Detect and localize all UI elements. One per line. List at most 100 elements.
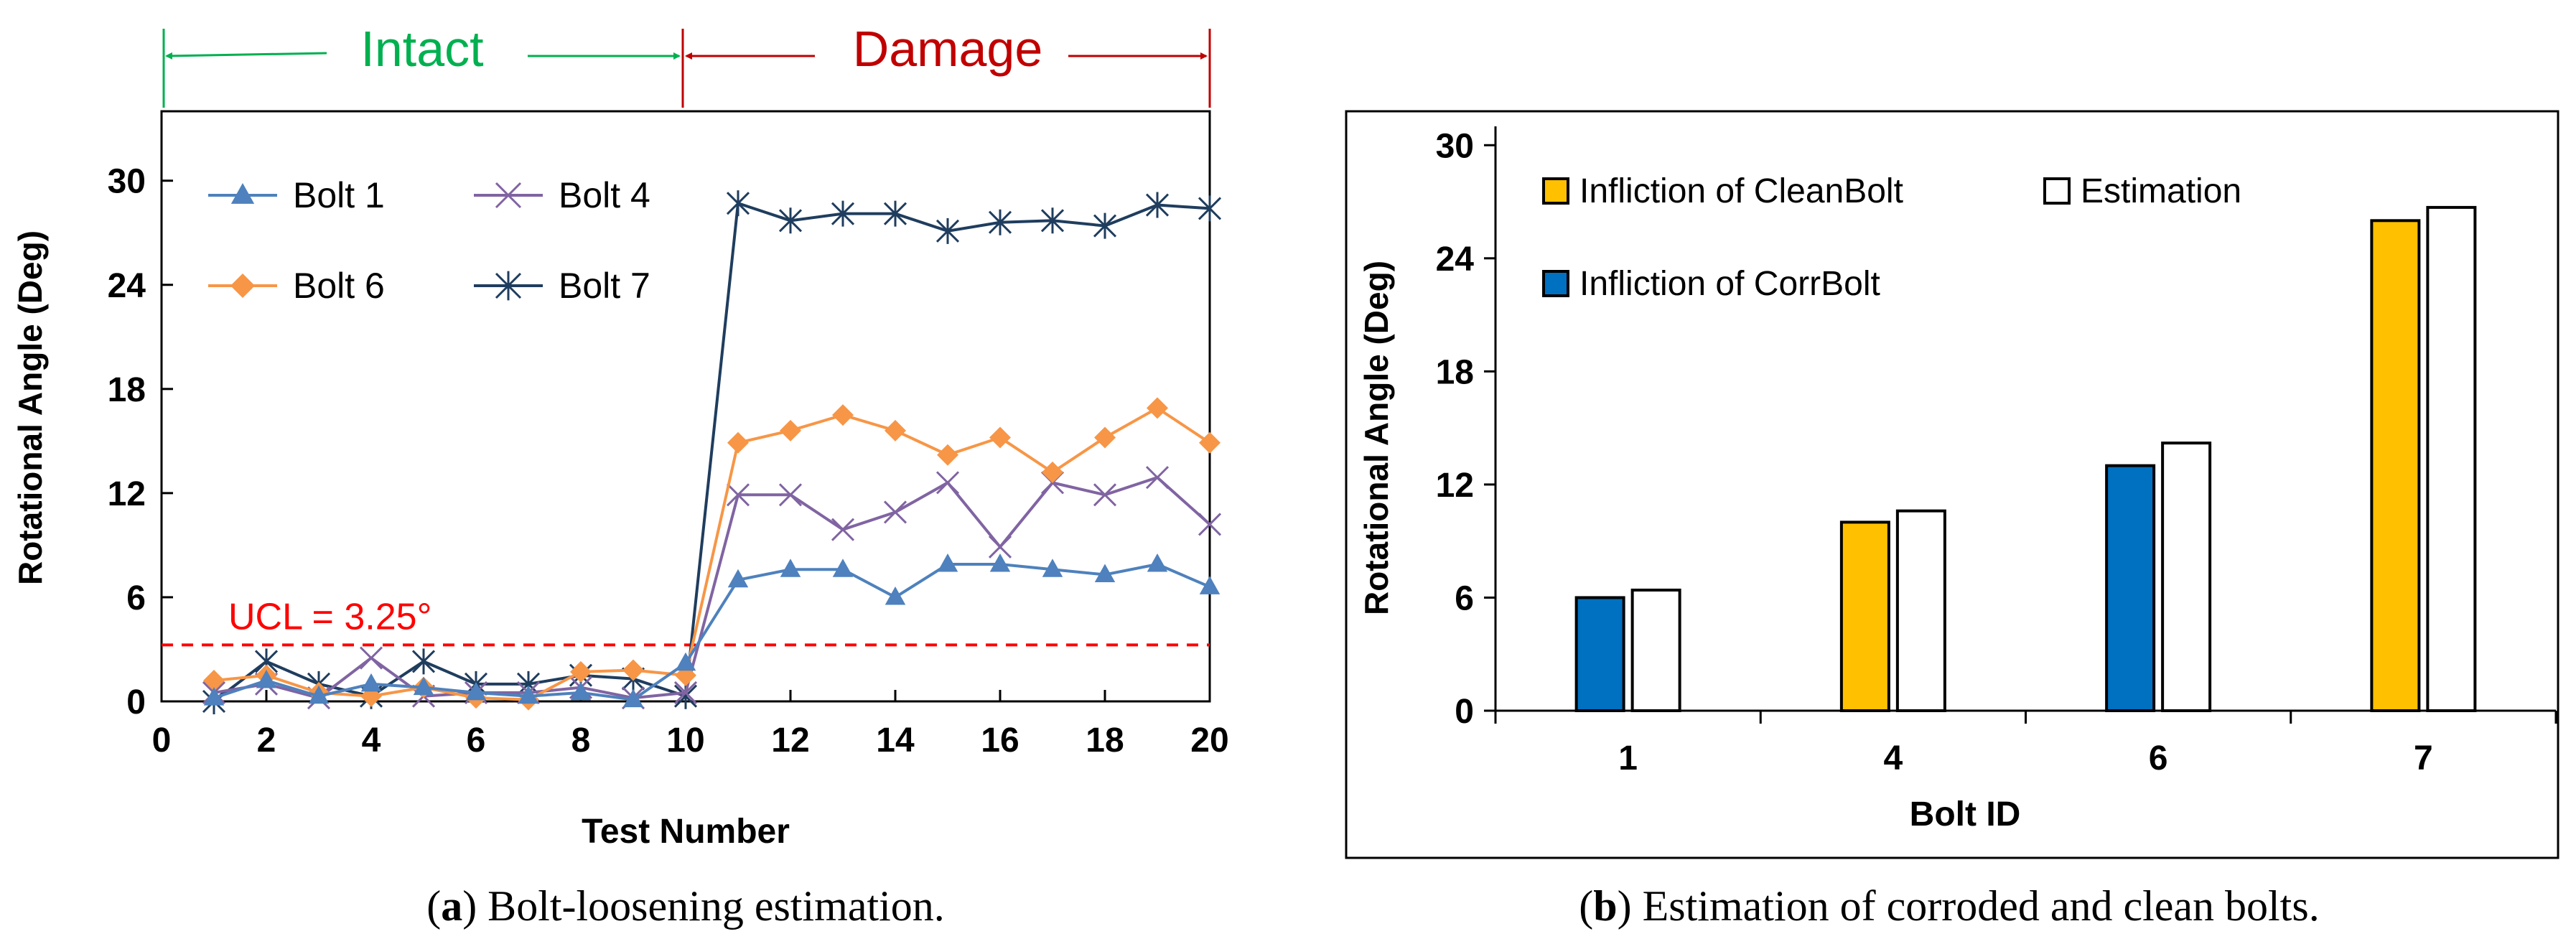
data-point xyxy=(1042,559,1063,577)
data-point xyxy=(883,200,907,227)
data-point xyxy=(832,404,854,426)
legend-label-a: Bolt 6 xyxy=(293,266,385,306)
data-point xyxy=(726,483,750,507)
data-point xyxy=(675,652,696,671)
data-point xyxy=(778,207,803,234)
data-point xyxy=(203,669,225,691)
bar-inflection xyxy=(1574,596,1625,712)
legend-item-a: Bolt 6 xyxy=(208,266,385,306)
bar-group-7: 7 xyxy=(2370,205,2477,777)
category-label-b: 4 xyxy=(1884,739,1903,777)
region-label-damage: Damage xyxy=(853,21,1043,77)
data-point xyxy=(622,659,644,681)
legend-marker xyxy=(230,183,255,204)
data-point xyxy=(885,419,906,442)
y-tick-label-a: 30 xyxy=(108,163,146,201)
data-point xyxy=(988,535,1012,559)
series-bolt-4 xyxy=(202,466,1222,710)
x-tick-label-a: 8 xyxy=(571,721,591,760)
bar-inflection xyxy=(2370,219,2421,712)
data-point xyxy=(727,569,749,588)
data-point xyxy=(1147,553,1168,572)
data-point xyxy=(780,419,801,442)
bar-estimation xyxy=(1630,588,1681,712)
y-tick-label-b: 30 xyxy=(1436,127,1474,165)
legend-label-a: Bolt 1 xyxy=(293,175,385,215)
x-axis-a: 0 2 4 6 8 10 12 14 16 18 20 xyxy=(152,690,1229,760)
legend-item-b: Estimation xyxy=(2043,172,2241,210)
legend-label-b: Estimation xyxy=(2081,172,2241,210)
x-tick-label-a: 16 xyxy=(981,721,1019,760)
series-line xyxy=(213,562,1210,701)
y-axis-a: 0 6 12 18 24 30 xyxy=(108,163,173,721)
legend-a: Bolt 1 Bolt 4 Bolt 6 Bolt 7 xyxy=(208,175,650,306)
data-point xyxy=(1147,397,1168,419)
data-point xyxy=(570,660,592,683)
bar-group-6: 6 xyxy=(2105,442,2212,777)
data-point xyxy=(1094,564,1116,583)
legend-item-b: Infliction of CleanBolt xyxy=(1542,172,1903,210)
data-point xyxy=(518,685,539,704)
data-point xyxy=(831,200,855,227)
series-bolt-1 xyxy=(203,553,1221,708)
legend-label-a: Bolt 7 xyxy=(559,266,650,306)
legend-label-b: Infliction of CleanBolt xyxy=(1579,172,1903,210)
data-point xyxy=(308,685,330,704)
bar-inflection xyxy=(2105,464,2156,712)
data-point xyxy=(935,218,960,244)
y-tick-label-a: 24 xyxy=(108,267,146,305)
series-bolt-6 xyxy=(203,397,1221,711)
legend-label-b: Infliction of CorrBolt xyxy=(1579,265,1880,303)
x-tick-label-a: 0 xyxy=(152,721,172,760)
data-point xyxy=(1040,207,1065,234)
data-point xyxy=(203,687,225,706)
y-axis-label-b: Rotational Angle (Deg) xyxy=(1358,261,1395,615)
y-tick-label-b: 18 xyxy=(1436,353,1474,391)
data-point xyxy=(780,559,801,577)
y-tick-label-b: 0 xyxy=(1455,693,1474,731)
x-tick-label-a: 18 xyxy=(1086,721,1124,760)
legend-item-a: Bolt 7 xyxy=(474,266,650,306)
x-tick-label-a: 20 xyxy=(1190,721,1228,760)
data-point xyxy=(1145,466,1170,490)
bars-b: 1 4 6 7 xyxy=(1574,205,2477,777)
legend-marker xyxy=(495,182,522,209)
category-label-b: 7 xyxy=(2414,739,2433,777)
series-group-a xyxy=(202,190,1222,714)
category-label-b: 6 xyxy=(2149,739,2168,777)
category-label-b: 1 xyxy=(1618,739,1638,777)
data-point xyxy=(1198,513,1222,536)
data-point xyxy=(413,676,434,696)
legend-swatch-b xyxy=(1542,177,1569,205)
chart-b: 0 6 12 18 24 30 1 4 6 7 Infliction of CleanBolt E… xyxy=(1345,110,2559,930)
y-tick-label-a: 12 xyxy=(108,475,146,513)
legend-marker xyxy=(495,271,522,301)
legend-item-b: Infliction of CorrBolt xyxy=(1542,265,1880,303)
legend-marker xyxy=(230,274,255,298)
data-point xyxy=(359,646,383,670)
legend-label-a: Bolt 4 xyxy=(559,175,650,215)
legend-item-a: Bolt 4 xyxy=(474,175,650,215)
legend-swatch-b xyxy=(1542,270,1569,297)
legend-b: Infliction of CleanBolt Estimation Inflict… xyxy=(1542,172,2241,303)
data-point xyxy=(1198,195,1222,222)
x-tick-label-a: 12 xyxy=(771,721,809,760)
data-point xyxy=(935,471,960,495)
bar-group-1: 1 xyxy=(1574,588,1681,777)
data-point xyxy=(1199,576,1221,594)
data-point xyxy=(1145,192,1170,218)
axes-b: 0 6 12 18 24 30 xyxy=(1436,126,2557,731)
legend-item-a: Bolt 1 xyxy=(208,175,385,215)
data-point xyxy=(937,444,958,466)
legend-swatch-b xyxy=(2043,177,2071,205)
data-point xyxy=(885,586,906,605)
bar-estimation xyxy=(2161,442,2212,712)
data-point xyxy=(570,681,592,701)
data-point xyxy=(831,518,855,541)
data-point xyxy=(465,681,487,701)
y-tick-label-b: 6 xyxy=(1455,579,1474,617)
y-tick-label-b: 24 xyxy=(1436,240,1475,279)
region-label-intact: Intact xyxy=(360,21,483,77)
